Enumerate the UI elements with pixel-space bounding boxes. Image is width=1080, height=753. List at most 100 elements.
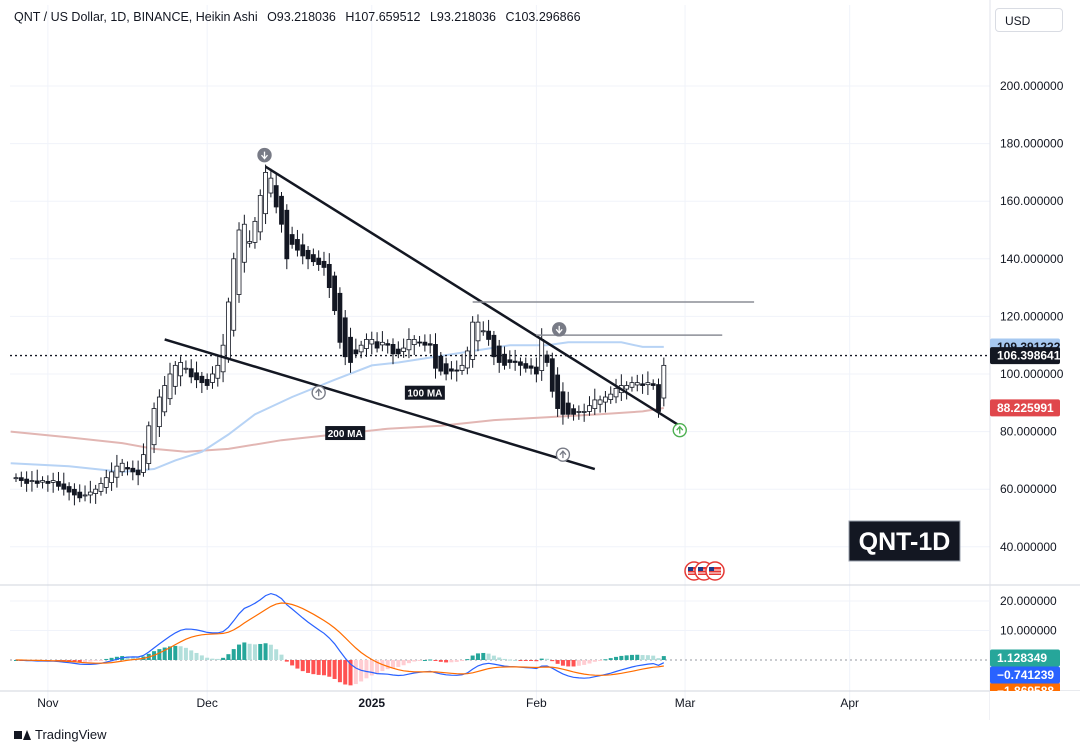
candle (390, 344, 396, 355)
macd-histogram-bar (555, 660, 560, 664)
candle (555, 374, 561, 409)
us-flag-icon-stripes (688, 567, 700, 575)
candle (332, 275, 338, 312)
candle (257, 195, 263, 233)
macd-histogram-bar (539, 658, 544, 660)
candle (125, 467, 130, 470)
candle (77, 491, 83, 499)
macd-histogram-bar (475, 653, 480, 660)
candle (210, 373, 215, 383)
macd-histogram-bar (587, 660, 592, 664)
macd-histogram-bar (497, 657, 502, 660)
candle (215, 364, 221, 379)
macd-histogram-bar (263, 643, 268, 660)
chart-legend: QNT / US Dollar, 1D, BINANCE, Heikin Ash… (14, 10, 587, 24)
macd-histogram-bar (518, 660, 523, 661)
candle (114, 465, 120, 478)
legend-open: O93.218036 (267, 10, 336, 24)
candle (119, 462, 125, 473)
macd-histogram-bar (311, 660, 316, 675)
macd-histogram-bar (173, 645, 178, 660)
macd-histogram-bar (178, 646, 183, 660)
candle (486, 330, 491, 340)
annotation-box (404, 385, 445, 400)
macd-histogram-bar (566, 660, 571, 667)
candle (231, 258, 237, 331)
macd-histogram-bar (661, 656, 666, 660)
candle (549, 358, 555, 392)
time-tick-label: 2025 (358, 696, 385, 710)
candle (172, 364, 178, 387)
candle (571, 408, 576, 415)
candle (533, 366, 539, 375)
candle (603, 396, 608, 403)
macd-histogram-bar (258, 643, 263, 660)
candle (364, 339, 369, 349)
macd-histogram-bar (571, 660, 576, 667)
price-tick-label: 180.000000 (1000, 137, 1064, 151)
price-tick-label: 160.000000 (1000, 194, 1064, 208)
macd-histogram-bar (226, 654, 231, 660)
candle (523, 363, 529, 369)
candle (167, 373, 173, 400)
candle (252, 220, 258, 243)
macd-histogram-bar (242, 642, 247, 660)
macd-histogram-bar (454, 660, 459, 662)
macd-histogram-bar (624, 655, 629, 660)
macd-histogram-bar (502, 658, 507, 660)
candle (98, 483, 104, 492)
macd-histogram-bar (332, 660, 337, 679)
macd-histogram-bar (582, 660, 587, 665)
candle (82, 494, 88, 497)
macd-histogram-bar (364, 660, 369, 679)
annotation-label: 200 MA (328, 429, 363, 440)
candle (353, 349, 359, 355)
macd-histogram-bar (300, 660, 305, 672)
macd-histogram-bar (205, 657, 210, 660)
time-tick-label: Apr (840, 696, 859, 710)
macd-histogram-bar (279, 654, 284, 660)
candle (528, 365, 534, 369)
macd-histogram-bar (290, 660, 295, 666)
currency-button[interactable]: USD (995, 8, 1063, 32)
candle (279, 195, 284, 225)
candle (300, 244, 306, 257)
candle (135, 469, 141, 476)
macd-histogram-bar (199, 655, 204, 660)
candle (273, 185, 279, 208)
arrow-down-icon-arrow (261, 151, 269, 160)
footer-brand: TradingView (35, 727, 107, 742)
watermark-label: QNT-1D (859, 528, 951, 556)
macd-histogram-bar (321, 660, 326, 676)
candle (576, 411, 582, 413)
price-tick-label: 60.000000 (1000, 482, 1057, 496)
candle (199, 375, 205, 384)
price-tick-label: 80.000000 (1000, 425, 1057, 439)
candle (225, 301, 231, 359)
candle (475, 321, 481, 342)
candle (443, 363, 449, 375)
annotation-box (325, 426, 366, 441)
price-tick-label: 100.000000 (1000, 367, 1064, 381)
candle (624, 385, 630, 390)
price-tick-label: 140.000000 (1000, 252, 1064, 266)
macd-histogram-bar (183, 647, 188, 660)
candle (518, 361, 523, 366)
candle (449, 368, 454, 372)
macd-histogram-bar (284, 660, 289, 662)
macd-histogram-bar (619, 655, 624, 660)
time-tick-label: Mar (675, 696, 696, 710)
macd-histogram-bar (523, 660, 528, 661)
trendline (164, 338, 596, 471)
macd-histogram-bar (88, 660, 93, 662)
macd-histogram-bar (295, 660, 300, 669)
macd-histogram-bar (635, 654, 640, 660)
macd-histogram-bar (104, 658, 109, 660)
candle (183, 367, 189, 370)
macd-histogram-bar (465, 659, 470, 661)
macd-histogram-bar (327, 660, 332, 677)
candle (634, 382, 640, 386)
macd-histogram-bar (77, 660, 82, 663)
candle (565, 402, 571, 415)
